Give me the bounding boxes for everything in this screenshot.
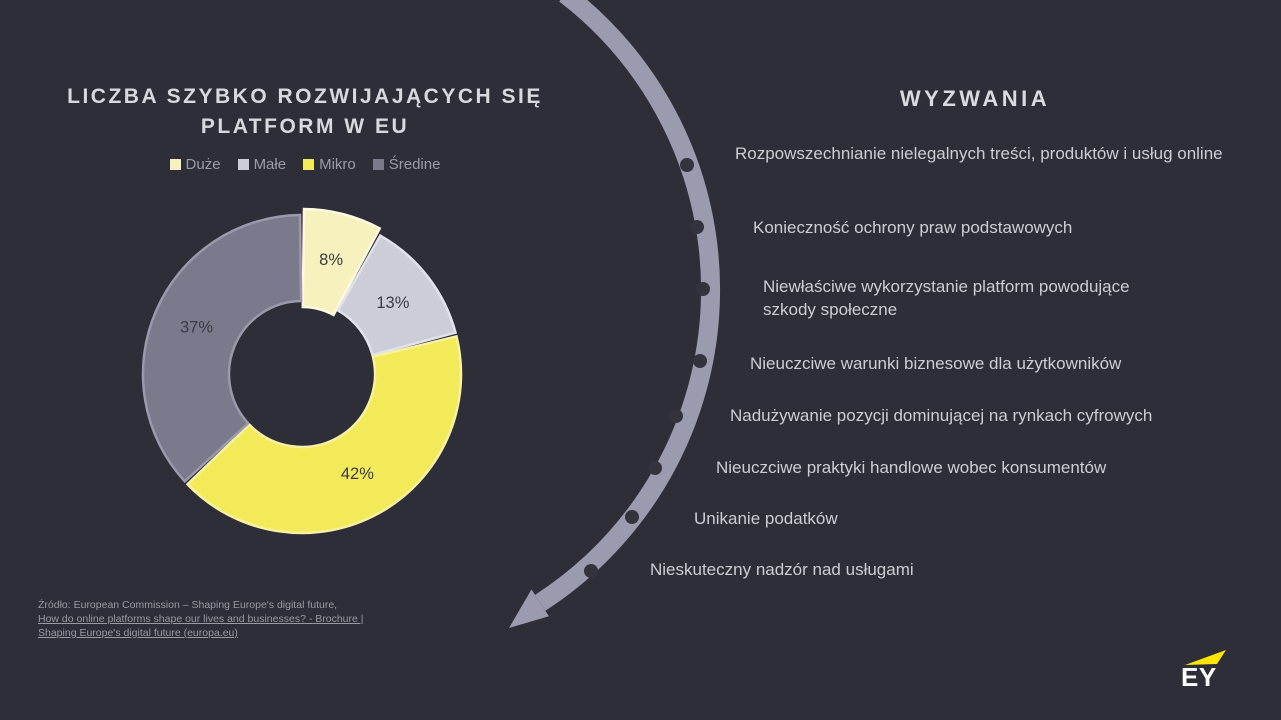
donut-slice-średine <box>141 213 303 484</box>
arc-dot <box>669 409 683 423</box>
arc-dots <box>584 158 710 578</box>
donut-slice-label: 8% <box>319 251 343 269</box>
donut-slice-label: 37% <box>180 319 213 337</box>
legend-item-małe: Małe <box>237 156 287 173</box>
arc-dot <box>680 158 694 172</box>
challenge-item: Nieskuteczny nadzór nad usługami <box>650 560 914 579</box>
arc-dot <box>584 564 598 578</box>
legend-label: Małe <box>253 156 287 173</box>
source-note: Źródło: European Commission – Shaping Eu… <box>38 598 383 640</box>
challenge-item: Rozpowszechnianie nielegalnych treści, p… <box>735 144 1223 163</box>
curved-arrow <box>535 0 720 611</box>
arc-dot <box>690 220 704 234</box>
chart-legend: Duże Małe Mikro Średine <box>40 156 570 173</box>
donut-slice-label: 42% <box>341 465 374 483</box>
legend-label: Duże <box>185 156 221 173</box>
challenge-item: Nieuczciwe warunki biznesowe dla użytkow… <box>750 354 1122 373</box>
donut-chart <box>141 207 463 535</box>
legend-swatch <box>372 159 384 170</box>
legend-label: Średine <box>388 156 441 173</box>
arrow-head-icon <box>509 589 549 628</box>
donut-slice-małe <box>336 233 458 357</box>
legend-swatch <box>169 159 181 170</box>
legend-swatch <box>303 159 315 170</box>
legend-label: Mikro <box>319 156 356 173</box>
donut-slice-mikro <box>185 334 463 535</box>
legend-item-mikro: Mikro <box>303 156 356 173</box>
challenge-item: Niewłaściwe wykorzystanie platform powod… <box>763 277 1130 319</box>
source-link[interactable]: How do online platforms shape our lives … <box>38 612 383 640</box>
donut-labels: 8% 13% 42% 37% <box>180 251 410 483</box>
arc-dot <box>696 282 710 296</box>
donut-slice-duże <box>301 207 382 317</box>
source-link-line1[interactable]: How do online platforms shape our lives … <box>38 613 313 625</box>
challenge-item: Unikanie podatków <box>694 509 838 528</box>
legend-item-średine: Średine <box>372 156 441 173</box>
source-link-line2[interactable]: Brochure | Shaping Europe's digital futu… <box>38 613 364 639</box>
legend-item-duże: Duże <box>169 156 221 173</box>
ey-logo: EY <box>1181 650 1231 692</box>
chart-title: LICZBA SZYBKO ROZWIJAJĄCYCH SIĘ PLATFORM… <box>67 85 543 138</box>
challenge-item: Nieuczciwe praktyki handlowe wobec konsu… <box>716 458 1107 477</box>
ey-beam-icon <box>1185 650 1226 665</box>
challenges-heading: WYZWANIA <box>899 86 1051 111</box>
ey-logo-text: EY <box>1181 662 1217 692</box>
legend-swatch <box>237 159 249 170</box>
challenge-item: Konieczność ochrony praw podstawowych <box>753 218 1073 237</box>
arc-dot <box>648 461 662 475</box>
donut-slice-label: 13% <box>376 294 409 312</box>
source-prefix: Źródło: European Commission – Shaping Eu… <box>38 599 338 611</box>
challenge-item: Nadużywanie pozycji dominującej na rynka… <box>730 406 1153 425</box>
arc-dot <box>625 510 639 524</box>
arc-dot <box>693 354 707 368</box>
